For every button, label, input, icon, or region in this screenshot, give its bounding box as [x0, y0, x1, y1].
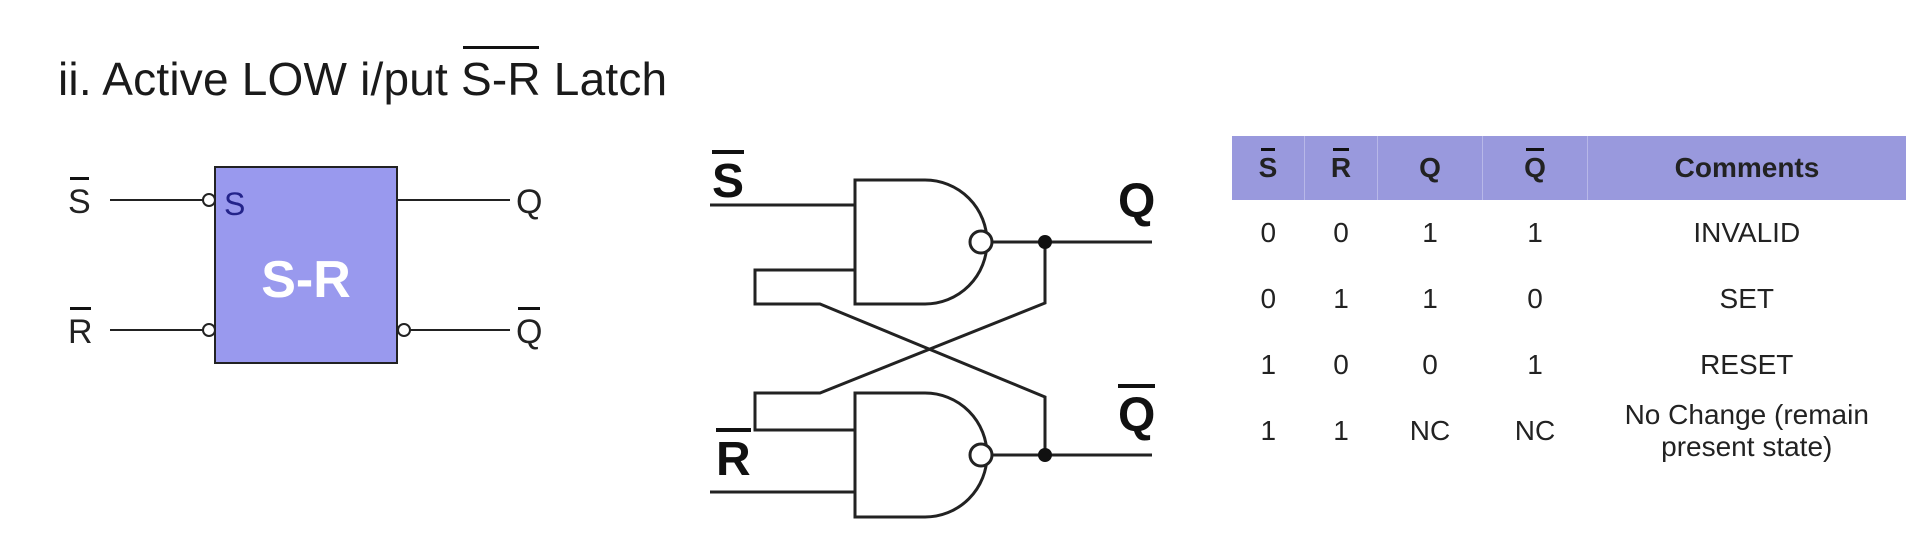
sr-latch-block: S S-R: [214, 166, 398, 364]
table-row: 0 1 1 0 SET: [1232, 266, 1906, 332]
gate-input-s-bar: S: [712, 150, 745, 208]
cell-r: 1: [1333, 283, 1349, 314]
header-s-bar: S: [1232, 136, 1305, 200]
cell-s: 0: [1260, 283, 1277, 314]
block-symbol-wiring: [110, 193, 510, 337]
cell-s: 0: [1260, 217, 1277, 248]
table-row: 1 0 0 1 RESET: [1232, 332, 1906, 398]
cell-r: 0: [1333, 217, 1349, 248]
cell-r: 1: [1333, 415, 1349, 446]
header-q: Q: [1377, 136, 1483, 200]
table-row: 0 0 1 1 INVALID: [1232, 200, 1906, 266]
cell-q-bar: 1: [1527, 349, 1543, 380]
cell-s: 1: [1260, 349, 1277, 380]
pin-r-bar: R: [68, 307, 93, 351]
cell-s: 1: [1260, 415, 1277, 446]
cell-q: 1: [1422, 283, 1438, 314]
cell-q-bar: NC: [1514, 415, 1556, 446]
block-input-label: S: [224, 186, 246, 222]
block-label: S-R: [261, 251, 351, 309]
cell-comment: INVALID: [1693, 216, 1801, 248]
pin-q: Q: [516, 183, 543, 221]
cell-q: 0: [1422, 349, 1438, 380]
pin-q-bar: Q: [516, 307, 543, 351]
cell-q-bar: 0: [1527, 283, 1543, 314]
truth-table-header: S R Q Q Comments: [1232, 136, 1906, 200]
nand-latch-diagram: [710, 178, 1152, 519]
cell-q: NC: [1409, 415, 1451, 446]
gate-output-q-bar: Q: [1118, 384, 1156, 442]
upper-nand-bubble: [968, 229, 994, 255]
table-row: 1 1 NC NC No Change (remain present stat…: [1232, 398, 1906, 464]
pin-s-bar: S: [68, 177, 91, 221]
upper-nand-gate: [853, 178, 989, 306]
gate-input-r-bar: R: [716, 428, 751, 486]
truth-table: S R Q Q Comments 0 0 1 1 INVALID 0 1 1 0…: [1232, 136, 1906, 464]
header-q-bar: Q: [1482, 136, 1588, 200]
gate-output-q: Q: [1118, 175, 1156, 228]
cell-q: 1: [1422, 217, 1438, 248]
cell-q-bar: 1: [1527, 217, 1543, 248]
cell-comment: SET: [1719, 282, 1774, 314]
header-r-bar: R: [1304, 136, 1378, 200]
title-suffix: Latch: [540, 53, 668, 105]
page-title: ii. Active LOW i/put S-R Latch: [58, 46, 668, 106]
lower-nand-gate: [853, 391, 989, 519]
title-prefix: ii. Active LOW i/put: [58, 53, 461, 105]
header-comments: Comments: [1587, 136, 1906, 200]
title-overlined: S-R: [461, 46, 541, 105]
cell-comment: No Change (remain present state): [1624, 398, 1869, 462]
cell-r: 0: [1333, 349, 1349, 380]
cell-comment: RESET: [1700, 348, 1794, 380]
lower-nand-bubble: [968, 442, 994, 468]
